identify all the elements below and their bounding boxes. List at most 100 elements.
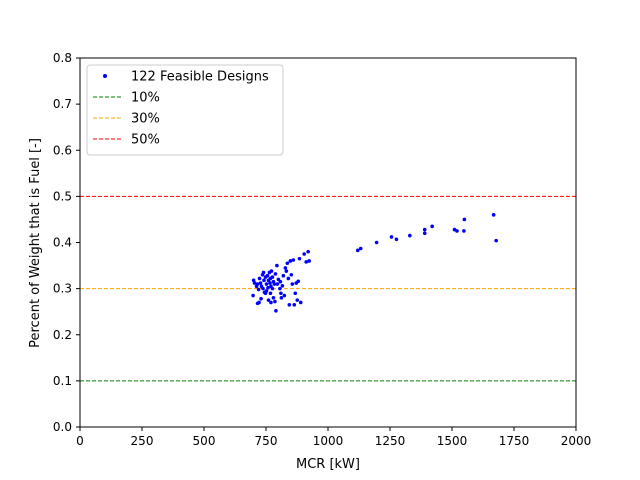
data-point [251,278,256,283]
data-point [279,291,283,296]
data-point [455,229,459,233]
data-point [273,299,277,304]
data-point [273,272,278,276]
data-point [261,286,265,291]
data-point [291,258,296,262]
data-point [304,260,308,264]
y-tick-label: 0.6 [53,143,72,157]
data-point [295,298,300,302]
data-point [269,269,274,273]
data-point [307,259,311,263]
data-point [292,302,297,307]
legend-box [86,64,284,156]
data-point [355,248,360,253]
data-point [287,302,292,307]
legend-label: 10% [131,91,160,106]
y-tick-label: 0.3 [53,282,72,296]
data-point [422,227,427,232]
plot-area [80,195,576,382]
x-tick-label: 250 [131,434,154,448]
x-tick-label: 2000 [561,434,592,448]
data-point [298,300,303,305]
data-point [408,233,412,238]
data-point [269,300,273,305]
data-point [278,279,283,284]
data-point [274,308,278,313]
legend: 122 Feasible Designs 10% 30% 50% [86,64,284,156]
x-tick-label: 0 [76,434,84,448]
data-point [297,256,302,261]
data-point [261,270,266,275]
y-tick-label: 0.0 [53,420,72,434]
data-point [256,287,261,292]
data-point [266,298,271,302]
x-tick-label: 1250 [375,434,406,448]
data-point [279,296,284,300]
y-tick-label: 0.5 [53,189,72,203]
y-tick-label: 0.2 [53,328,72,342]
data-point [430,224,434,229]
legend-label: 50% [131,133,160,148]
y-axis-label: Percent of Weight that is Fuel [-] [28,138,43,348]
data-point [258,281,263,285]
x-tick-label: 750 [255,434,278,448]
data-point [494,238,498,243]
data-point [422,231,427,236]
data-point [271,296,276,300]
data-point [280,284,285,288]
data-point [255,282,260,286]
x-tick-label: 1500 [437,434,468,448]
data-point [462,229,466,233]
data-point [275,263,279,268]
data-point [394,237,399,242]
y-tick-label: 0.7 [53,97,72,111]
data-point [259,296,263,301]
y-tick-label: 0.8 [53,51,72,65]
data-point [281,273,286,278]
data-point [288,259,293,263]
data-point [264,289,269,293]
data-point [491,213,496,217]
data-point [296,279,301,284]
data-point [285,261,290,266]
data-point [264,282,269,286]
data-point [290,282,295,286]
data-point [251,293,255,298]
data-point [284,269,289,273]
data-point [283,266,288,270]
data-point [358,246,363,251]
legend-label: 30% [131,112,160,127]
data-point [306,249,310,254]
x-tick-label: 1750 [499,434,530,448]
x-tick-label: 500 [193,434,216,448]
data-point [289,272,294,277]
data-point [278,286,282,291]
data-point [293,291,298,296]
y-tick-label: 0.4 [53,236,72,250]
data-point [270,275,275,279]
data-point [275,282,280,286]
data-point [272,282,277,286]
data-point [252,281,257,285]
data-point [265,273,270,278]
data-point [255,301,260,306]
data-point [282,293,287,298]
data-point [266,285,270,290]
data-point [270,286,275,291]
data-point [462,217,467,222]
data-point [286,276,291,281]
legend-marker [103,74,107,78]
y-tick-label: 0.1 [53,374,72,388]
data-point [257,276,262,281]
x-tick-label: 1000 [313,434,344,448]
data-point [268,281,272,285]
data-point [268,291,273,296]
data-point [374,240,379,245]
data-point [389,235,394,239]
data-point [302,252,306,256]
x-axis-label: MCR [kW] [296,457,360,472]
data-point [262,278,266,283]
legend-label: 122 Feasible Designs [131,70,269,85]
axes: 0 250 500 750 1000 1250 1500 1750 2000 0.0 0.1 0.2 0… [53,51,591,448]
